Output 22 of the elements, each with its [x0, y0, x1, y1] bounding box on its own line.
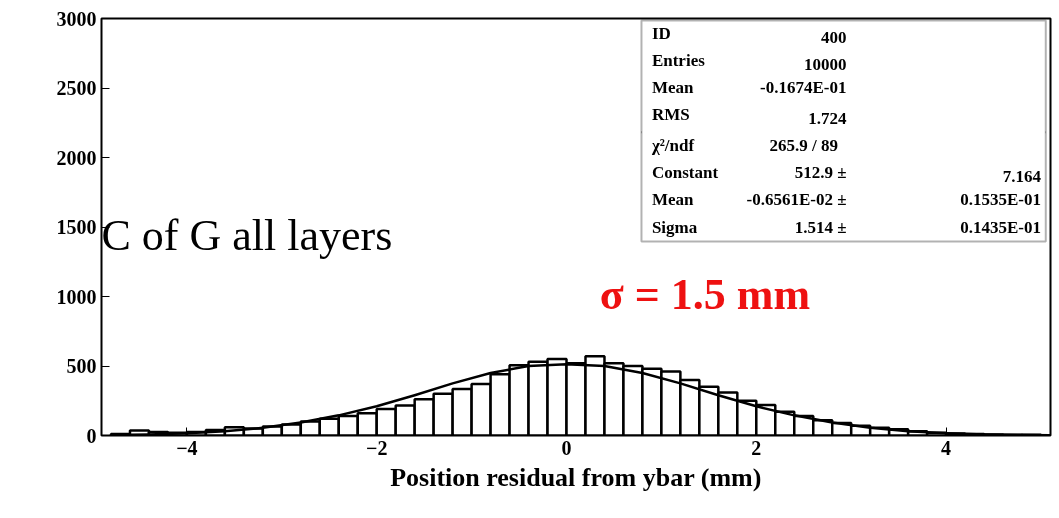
text: Mean -0.1674E-01 — [651, 77, 847, 97]
y-tick-label: 2000 — [56, 146, 97, 169]
y-tick-label: 3000 — [56, 7, 97, 30]
x-axis-title: Position residual from ybar (mm) — [390, 462, 762, 492]
x-tick-label: 2 — [751, 436, 762, 459]
text: Constant 512.9 ± 7.164 — [651, 163, 1042, 187]
x-tick-label: −4 — [176, 436, 198, 459]
text: ID 400 — [651, 23, 847, 47]
text: Sigma 1.514 ± 0.1435E-01 — [651, 217, 1042, 237]
text: RMS 1.724 — [651, 105, 847, 128]
annotation: σ = 1.5 mm — [599, 269, 811, 319]
text: χ²/ndf 265.9 / 89 — [651, 136, 838, 156]
y-tick-label: 500 — [66, 355, 97, 377]
annotation: C of G all layers — [101, 211, 393, 261]
x-tick-label: −2 — [366, 436, 388, 459]
y-tick-label: 2500 — [56, 77, 97, 99]
text: Entries 10000 — [651, 50, 847, 74]
x-tick-label: 4 — [941, 436, 952, 459]
y-tick-label: 1000 — [56, 285, 97, 308]
text: Mean -0.6561E-02 ± 0.1535E-01 — [651, 190, 1042, 210]
x-tick-label: 0 — [561, 436, 572, 459]
y-tick-label: 1500 — [56, 216, 97, 238]
